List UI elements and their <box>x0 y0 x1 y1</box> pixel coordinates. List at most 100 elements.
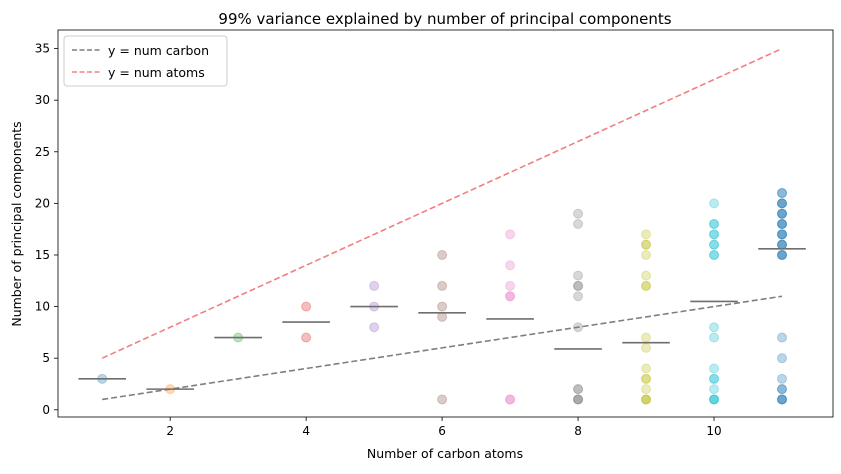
data-point <box>437 394 448 405</box>
data-point <box>641 384 652 395</box>
data-point <box>777 219 788 230</box>
y-tick-label: 35 <box>35 42 50 56</box>
data-point <box>573 219 584 230</box>
data-point <box>709 394 720 405</box>
data-point <box>777 373 788 384</box>
data-point <box>777 188 788 199</box>
data-point <box>641 332 652 343</box>
data-point <box>641 270 652 281</box>
data-point <box>709 219 720 230</box>
data-point <box>573 384 584 395</box>
data-point <box>709 239 720 250</box>
y-axis-label: Number of principal components <box>9 121 24 326</box>
data-point <box>437 311 448 322</box>
data-point <box>641 249 652 260</box>
legend: y = num carbon y = num atoms <box>63 35 228 87</box>
data-point <box>777 198 788 209</box>
data-point <box>573 322 584 333</box>
data-point <box>573 394 584 405</box>
data-point <box>573 280 584 291</box>
data-point <box>777 229 788 240</box>
data-point <box>505 394 516 405</box>
data-point <box>369 322 380 333</box>
data-point <box>301 301 312 312</box>
data-point <box>777 249 788 260</box>
x-tick-label: 6 <box>438 424 446 438</box>
data-point <box>709 373 720 384</box>
y-tick-label: 25 <box>35 145 50 159</box>
data-point <box>573 208 584 219</box>
data-point <box>709 249 720 260</box>
y-tick-label: 20 <box>35 196 50 210</box>
y-tick-label: 0 <box>42 403 50 417</box>
data-point <box>777 219 788 230</box>
reference-line <box>102 295 783 401</box>
data-point <box>709 394 720 405</box>
x-tick-label: 4 <box>302 424 310 438</box>
data-point <box>573 291 584 302</box>
data-point <box>573 394 584 405</box>
data-point <box>641 280 652 291</box>
y-tick-label: 30 <box>35 93 50 107</box>
data-point <box>777 384 788 395</box>
data-point <box>777 394 788 405</box>
data-point <box>505 394 516 405</box>
data-point <box>641 342 652 353</box>
data-point <box>777 188 788 199</box>
data-point <box>777 394 788 405</box>
x-tick-label: 10 <box>706 424 721 438</box>
data-point <box>709 363 720 374</box>
data-point <box>709 332 720 343</box>
y-tick-label: 5 <box>42 351 50 365</box>
reference-line <box>101 47 783 359</box>
data-point <box>777 239 788 250</box>
data-point <box>777 208 788 219</box>
data-point <box>641 239 652 250</box>
data-point <box>777 384 788 395</box>
x-tick-label: 2 <box>166 424 174 438</box>
data-point <box>777 198 788 209</box>
data-point <box>641 280 652 291</box>
data-point <box>505 291 516 302</box>
data-point <box>369 280 380 291</box>
data-point <box>777 394 788 405</box>
data-point <box>709 384 720 395</box>
data-point <box>641 394 652 405</box>
data-point <box>505 229 516 240</box>
data-point <box>505 291 516 302</box>
data-point <box>573 270 584 281</box>
data-point <box>709 249 720 260</box>
data-point <box>437 249 448 260</box>
data-point <box>777 229 788 240</box>
data-point <box>709 229 720 240</box>
data-point <box>437 280 448 291</box>
data-point <box>573 384 584 395</box>
data-point <box>709 198 720 209</box>
data-point <box>777 198 788 209</box>
data-point <box>505 280 516 291</box>
data-point <box>709 219 720 230</box>
data-point <box>709 394 720 405</box>
data-point <box>777 208 788 219</box>
data-point <box>777 208 788 219</box>
data-point <box>641 373 652 384</box>
data-point <box>641 229 652 240</box>
data-point <box>437 301 448 312</box>
plot-frame <box>57 29 834 418</box>
data-point <box>641 373 652 384</box>
chart-title: 99% variance explained by number of prin… <box>218 10 671 28</box>
data-point <box>573 280 584 291</box>
y-tick-label: 15 <box>35 248 50 262</box>
y-tick-label: 10 <box>35 300 50 314</box>
data-point <box>641 394 652 405</box>
data-point <box>777 249 788 260</box>
data-point <box>505 260 516 271</box>
data-point <box>709 229 720 240</box>
data-point <box>777 332 788 343</box>
data-point <box>641 239 652 250</box>
legend-label-atoms: y = num atoms <box>108 65 205 80</box>
data-point <box>777 229 788 240</box>
data-point <box>777 249 788 260</box>
data-point <box>641 363 652 374</box>
